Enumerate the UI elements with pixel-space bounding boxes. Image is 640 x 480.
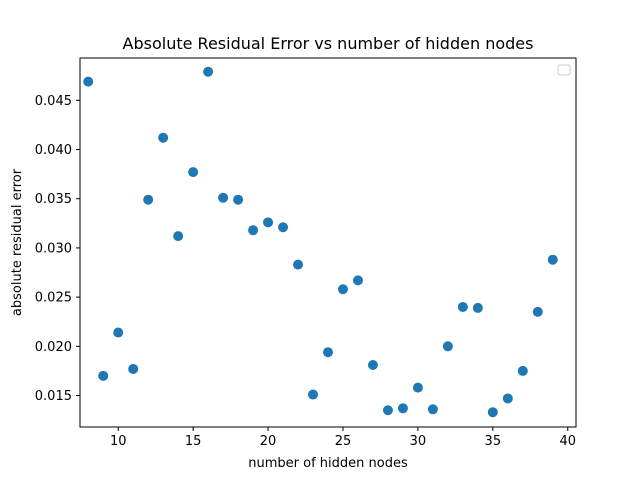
- data-point: [233, 194, 244, 205]
- x-axis-label: number of hidden nodes: [248, 456, 408, 471]
- x-tick-label: 10: [110, 434, 127, 449]
- data-point: [397, 403, 408, 414]
- data-point: [203, 66, 214, 77]
- y-tick-label: 0.035: [35, 192, 72, 207]
- x-tick-label: 35: [485, 434, 502, 449]
- data-points: [83, 66, 558, 418]
- data-point: [143, 194, 154, 205]
- data-point: [547, 254, 558, 265]
- data-point: [517, 365, 528, 376]
- x-tick-label: 15: [185, 434, 202, 449]
- data-point: [158, 132, 169, 143]
- y-tick-label: 0.015: [35, 389, 72, 404]
- data-point: [263, 217, 274, 228]
- y-tick-label: 0.025: [35, 291, 72, 306]
- data-point: [367, 360, 378, 371]
- legend-box: [557, 64, 571, 76]
- data-point: [248, 225, 259, 236]
- x-tick-label: 30: [410, 434, 427, 449]
- data-point: [128, 363, 139, 374]
- chart-title: Absolute Residual Error vs number of hid…: [123, 34, 534, 53]
- data-point: [532, 306, 543, 317]
- y-tick-label: 0.040: [35, 143, 72, 158]
- data-point: [472, 302, 483, 313]
- data-point: [278, 222, 289, 233]
- x-axis-ticks: 10 15 20 25 30 35 40: [110, 427, 576, 449]
- data-point: [173, 231, 184, 242]
- data-point: [98, 370, 109, 381]
- data-point: [218, 192, 229, 203]
- data-point: [442, 341, 453, 352]
- data-point: [427, 404, 438, 415]
- data-point: [352, 275, 363, 286]
- data-point: [502, 393, 513, 404]
- data-point: [337, 284, 348, 295]
- y-axis-label: absolute residual error: [10, 168, 25, 316]
- data-point: [308, 389, 319, 400]
- y-tick-label: 0.020: [35, 340, 72, 355]
- data-point: [113, 327, 124, 338]
- plot-area-frame: [79, 57, 577, 428]
- data-point: [83, 76, 94, 87]
- x-tick-label: 20: [260, 434, 277, 449]
- x-tick-label: 25: [335, 434, 352, 449]
- data-point: [487, 407, 498, 418]
- data-point: [188, 167, 199, 178]
- x-tick-label: 40: [559, 434, 576, 449]
- data-point: [293, 259, 304, 270]
- y-axis-ticks: 0.015 0.020 0.025 0.030 0.035 0.040 0.045: [35, 94, 80, 404]
- data-point: [457, 301, 468, 312]
- data-point: [382, 405, 393, 416]
- data-point: [323, 347, 333, 358]
- y-tick-label: 0.045: [35, 94, 72, 109]
- data-point: [412, 382, 423, 393]
- y-tick-label: 0.030: [35, 241, 72, 256]
